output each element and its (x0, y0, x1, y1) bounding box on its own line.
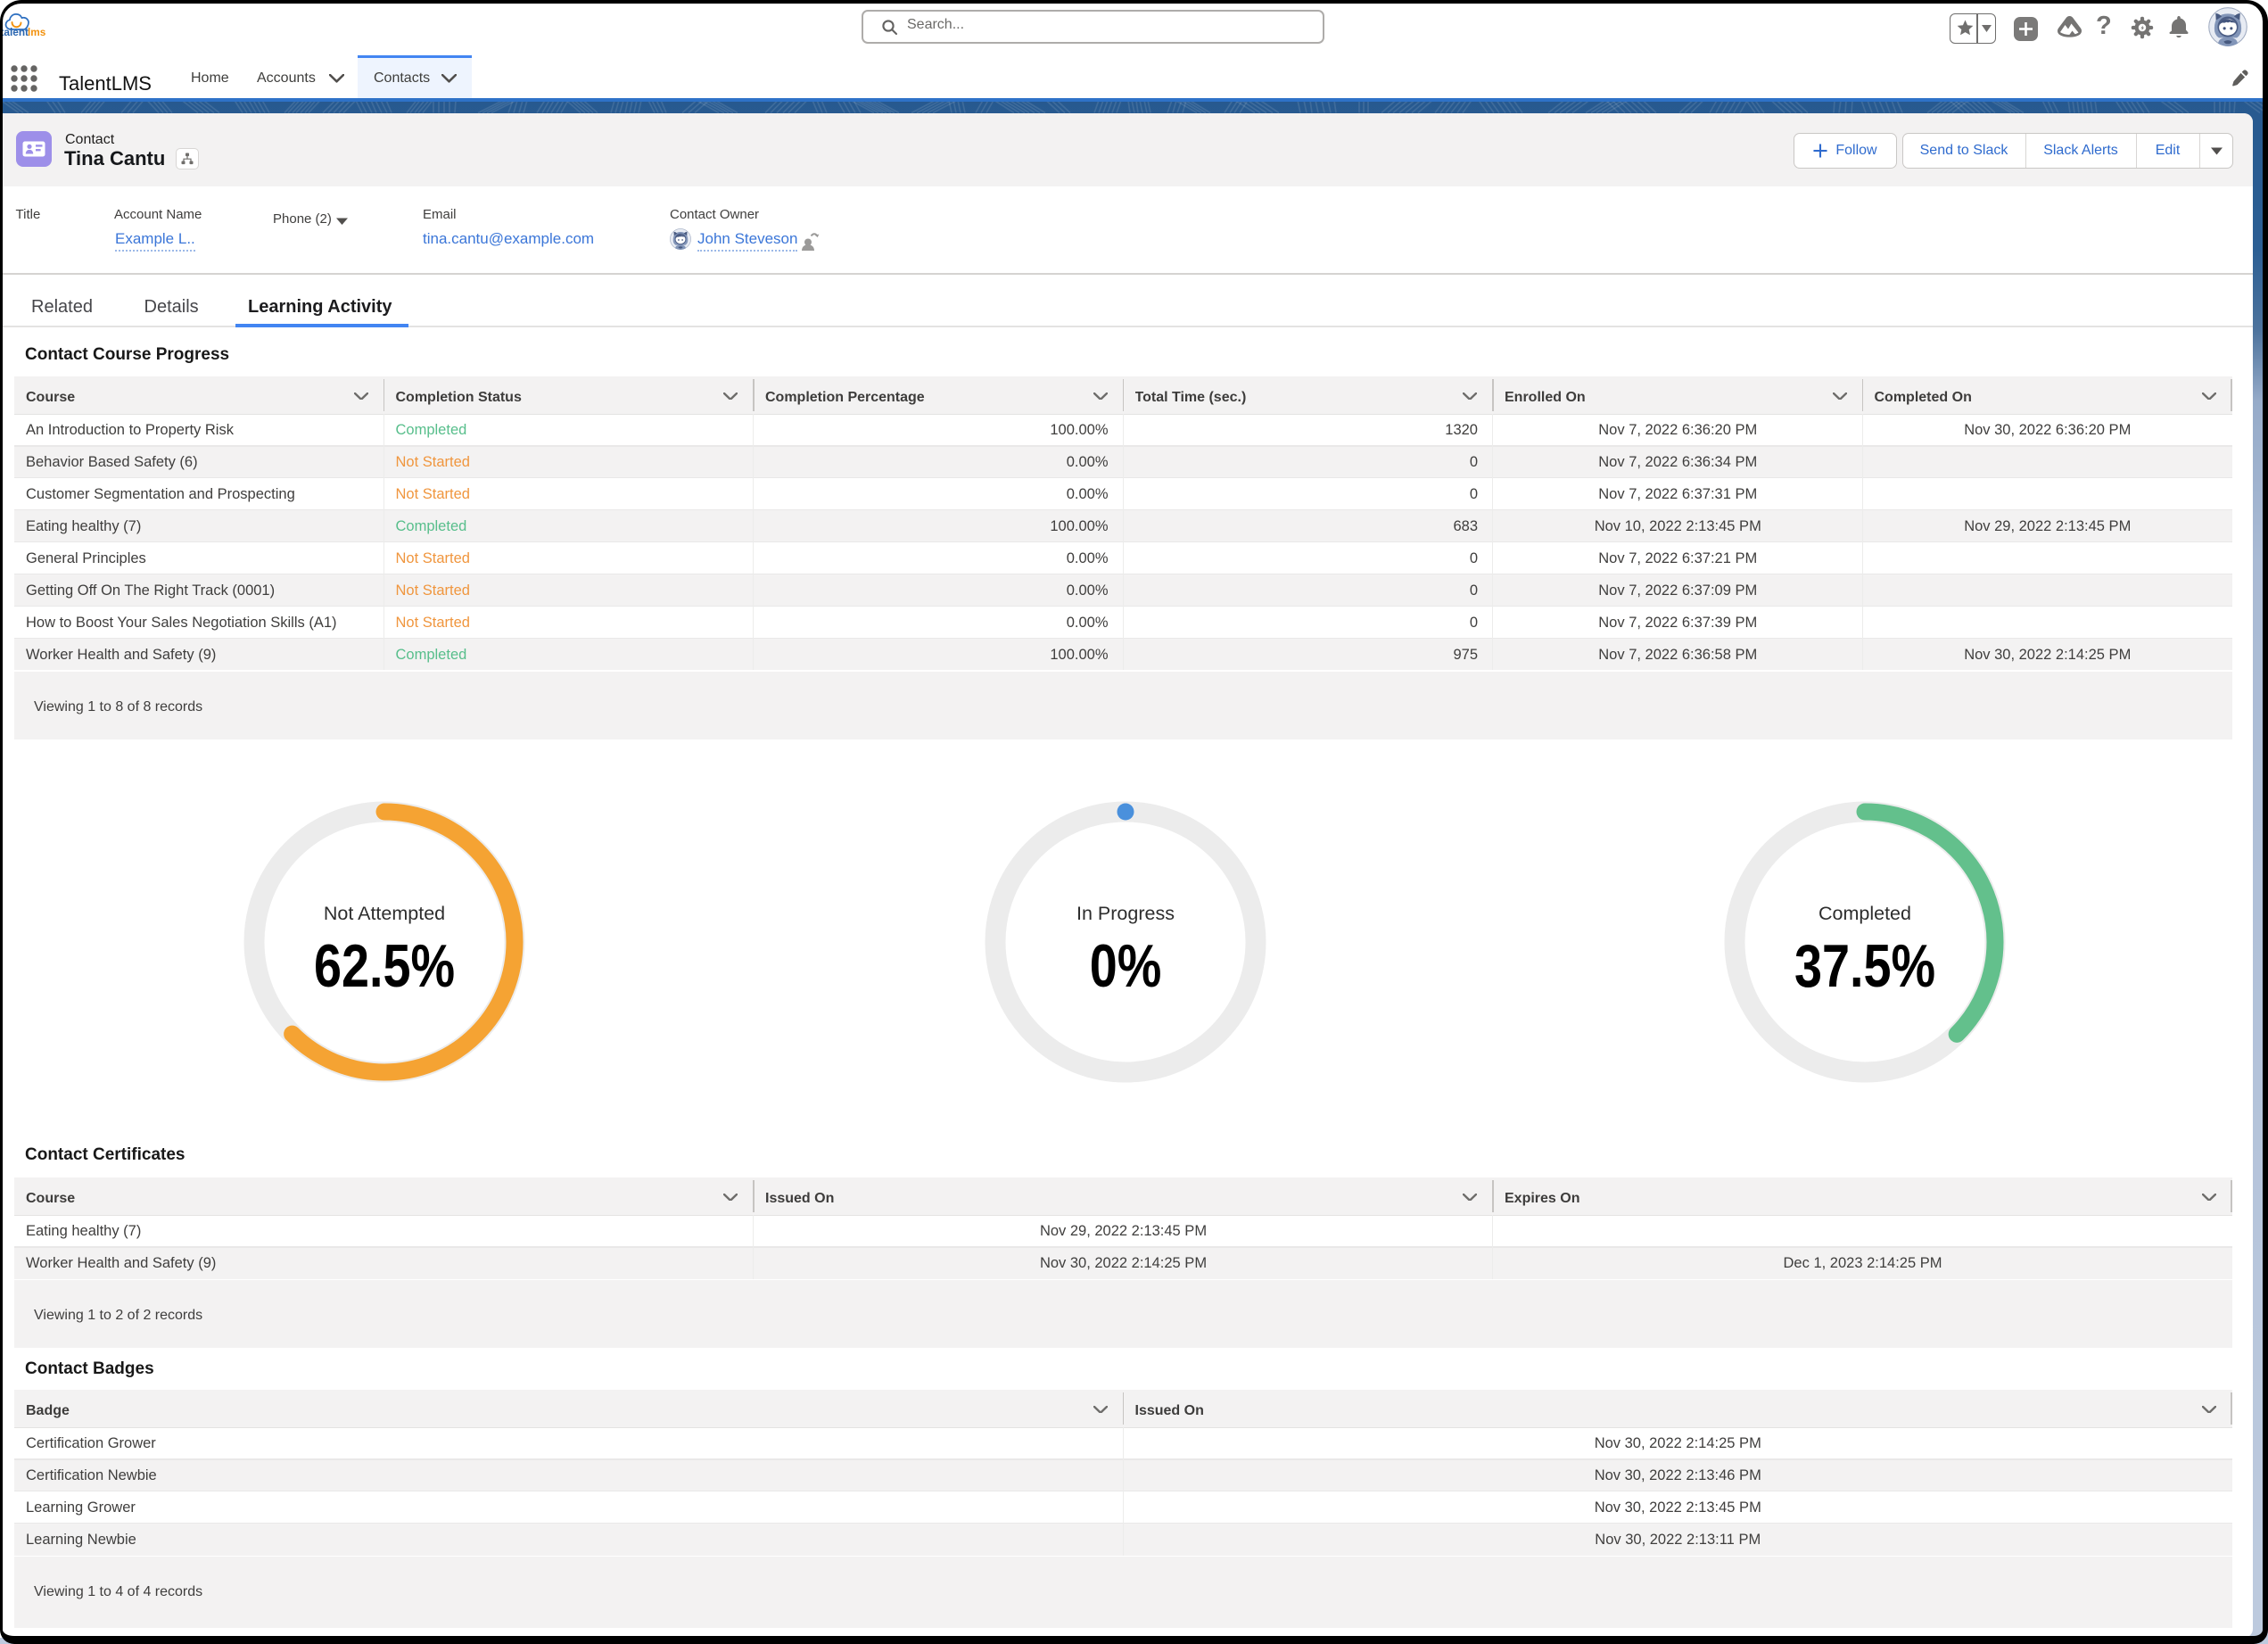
svg-text:talent: talent (1, 26, 29, 38)
svg-text:lms: lms (28, 26, 46, 38)
